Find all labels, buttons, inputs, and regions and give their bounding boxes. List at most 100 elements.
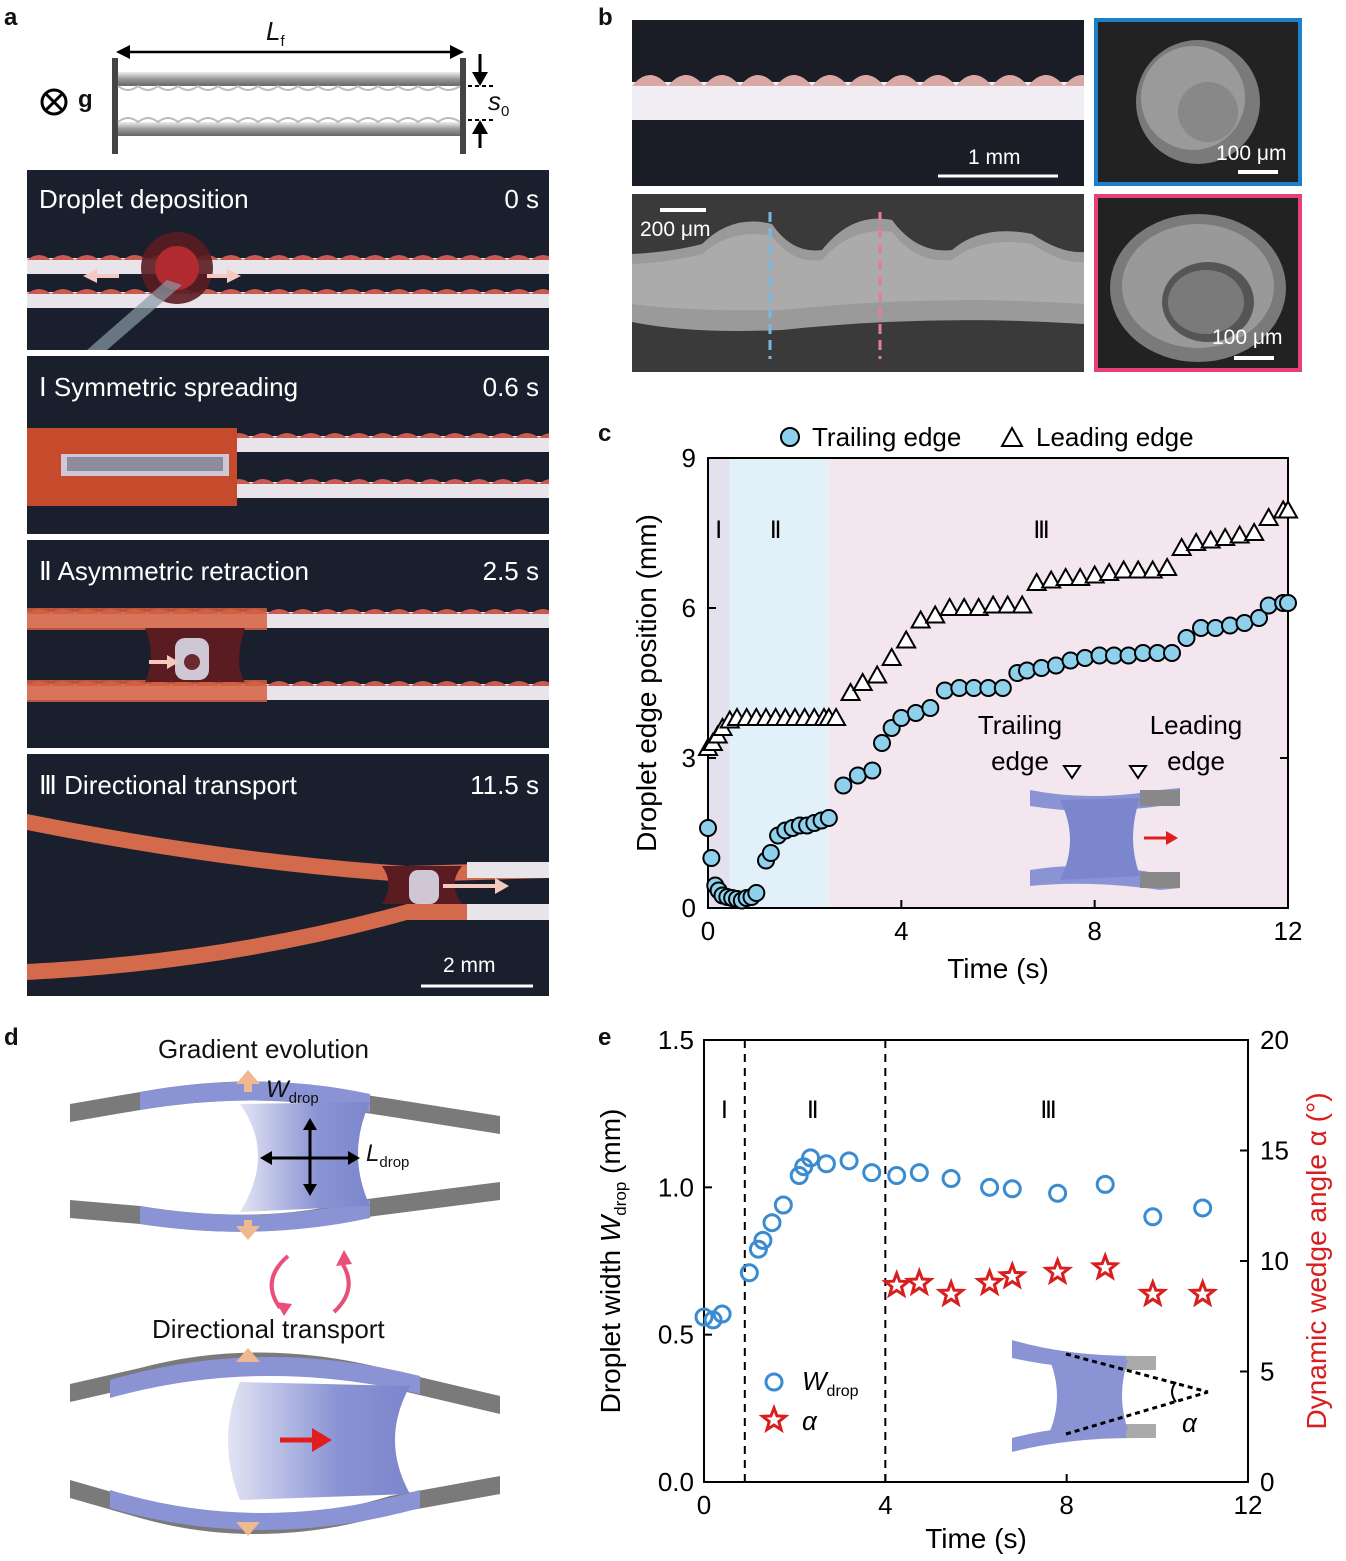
alpha-point <box>881 1269 913 1299</box>
trailing-edge-point <box>921 699 940 717</box>
leading-edge-point <box>1243 521 1265 541</box>
leading-edge-point <box>825 706 847 726</box>
w-drop-point <box>801 1148 821 1168</box>
leading-edge-point <box>924 604 946 624</box>
alpha-point <box>1042 1255 1074 1286</box>
y-tick-label: 6 <box>682 593 696 623</box>
y-axis-label: Droplet width Wdrop (mm) <box>596 1109 630 1414</box>
chart-edge-position: 0 4 8 12 0 3 6 9 Time (s) Droplet edge position (… <box>620 410 1320 1000</box>
w-drop-point <box>909 1163 929 1183</box>
frame-droplet-deposition: Droplet deposition 0 s <box>27 170 549 350</box>
leading-edge-point <box>1011 594 1033 614</box>
trailing-edge-point <box>819 809 838 827</box>
inset-dry-bottom <box>1126 1424 1156 1438</box>
leading-edge-point <box>1214 526 1236 546</box>
phase-label: Ⅱ <box>807 1097 819 1124</box>
frame-time: 0 s <box>504 184 539 214</box>
phase-label: Ⅰ <box>721 1097 728 1124</box>
leading-edge-point <box>1141 559 1164 579</box>
leading-edge-point <box>880 646 903 666</box>
legend-label-alpha: α <box>802 1406 818 1436</box>
fiber-optical-image: 1 mm <box>632 20 1084 186</box>
trailing-edge-point <box>1221 616 1239 635</box>
leading-edge-point <box>1112 559 1135 579</box>
leading-edge-point <box>1025 571 1048 591</box>
w-drop-point <box>739 1263 759 1283</box>
trailing-edge-point <box>1163 644 1181 662</box>
leading-edge-point <box>967 596 990 616</box>
leading-edge-point <box>953 596 975 616</box>
trailing-edge-point <box>935 681 954 700</box>
trailing-edge-point <box>1177 629 1196 647</box>
w-drop-point <box>1095 1174 1115 1194</box>
panel-label-d: d <box>4 1024 19 1051</box>
trailing-edge-point <box>702 849 721 867</box>
inset-label-leading-2: edge <box>1167 746 1225 776</box>
w-drop-point <box>1002 1179 1022 1199</box>
frame-directional-transport: Ⅲ Directional transport 11.5 s 2 mm <box>27 754 549 996</box>
trailing-edge-point <box>1076 649 1094 667</box>
sem-cross-section-thin: 100 μm <box>1094 18 1302 186</box>
inset-alpha-label: α <box>1182 1408 1198 1438</box>
inset-fiber-bottom <box>1012 1424 1156 1452</box>
alpha-point <box>903 1266 935 1297</box>
w-drop-point <box>980 1177 1000 1197</box>
trailing-edge-point <box>1032 659 1051 677</box>
leading-edge-point <box>1069 566 1091 586</box>
w-drop-point <box>1193 1198 1213 1218</box>
inset-label-leading: Leading <box>1150 710 1243 740</box>
w-drop-point <box>773 1195 793 1215</box>
w-drop-point <box>762 1213 782 1233</box>
phase-region <box>708 458 730 908</box>
gradient-evolution-title: Gradient evolution <box>158 1034 370 1064</box>
leading-edge-point <box>839 681 862 701</box>
x-tick-label: 12 <box>1234 1490 1263 1520</box>
scale-bar-label: 100 μm <box>1212 326 1283 349</box>
inset-dry-top <box>1140 790 1180 806</box>
w-drop-point <box>1048 1183 1068 1203</box>
leading-edge-point <box>1054 566 1077 586</box>
frame-time: 11.5 s <box>470 770 539 800</box>
trailing-edge-point <box>1119 646 1138 665</box>
trailing-edge-point <box>1279 594 1297 612</box>
panel-label-e: e <box>598 1024 612 1051</box>
phase-label: Ⅲ <box>1033 517 1050 544</box>
leading-edge-point <box>1228 524 1251 544</box>
scale-bar-label: 200 μm <box>640 218 711 241</box>
leading-edge-point <box>1185 531 1207 551</box>
y2-tick-label: 20 <box>1260 1025 1289 1055</box>
inset-marker-leading <box>1128 765 1148 780</box>
trailing-edge-point <box>699 819 717 837</box>
leading-edge-point <box>1083 564 1106 584</box>
leading-edge-point <box>1098 561 1120 581</box>
inset-marker-trailing <box>1062 765 1082 780</box>
fiber-length-label: Lf <box>266 16 285 51</box>
y-tick-label: 1.0 <box>658 1172 694 1202</box>
leading-edge-point <box>938 596 961 616</box>
scale-bar-label: 100 μm <box>1216 142 1287 165</box>
trailing-edge-point <box>834 776 853 795</box>
fiber-sem-side-view: 200 μm <box>632 194 1084 372</box>
y-axis-label: Droplet edge position (mm) <box>631 514 662 852</box>
inset-dry-top <box>1126 1356 1156 1370</box>
inset-droplet <box>1046 1352 1128 1440</box>
leading-edge-point <box>982 594 1004 614</box>
frame-asymmetric-retraction: Ⅱ Asymmetric retraction 2.5 s <box>27 540 549 748</box>
x-axis-label: Time (s) <box>925 1523 1027 1554</box>
frame-title: Ⅱ Asymmetric retraction <box>39 556 309 586</box>
phase-label: Ⅲ <box>1040 1097 1057 1124</box>
y2-axis-label: Dynamic wedge angle α (°) <box>1301 1092 1332 1429</box>
l-drop-label: Ldrop <box>366 1140 410 1171</box>
w-drop-point <box>816 1154 836 1174</box>
alpha-point <box>974 1266 1006 1297</box>
trailing-edge-point <box>747 884 766 902</box>
legend-label-leading: Leading edge <box>1036 422 1194 452</box>
chart-width-angle: Ⅰ Ⅱ Ⅲ 0 4 8 12 0.0 0.5 1.0 1.5 0 5 10 15 20 Time (s) Drop… <box>595 1020 1346 1556</box>
alpha-point <box>1187 1277 1219 1308</box>
y-tick-label: 1.5 <box>658 1025 694 1055</box>
legend-marker-leading <box>1000 425 1024 447</box>
inset-label-trailing-2: edge <box>991 746 1049 776</box>
leading-edge-point <box>1257 506 1280 526</box>
x-tick-label: 4 <box>878 1490 892 1520</box>
leading-edge-point <box>1199 529 1222 549</box>
